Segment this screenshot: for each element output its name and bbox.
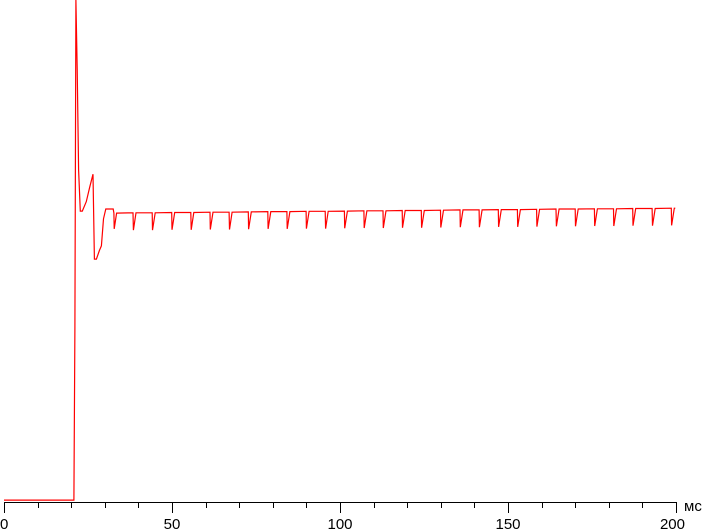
x-tick-label: 0: [0, 516, 8, 530]
x-unit-label: мс: [684, 498, 702, 515]
x-axis: 0 50 100 150 200: [0, 502, 685, 530]
x-tick-label: 100: [327, 516, 352, 530]
series-line: [4, 0, 676, 501]
x-tick-label: 150: [495, 516, 520, 530]
x-tick-label: 200: [660, 516, 685, 530]
x-tick-label: 50: [164, 516, 181, 530]
